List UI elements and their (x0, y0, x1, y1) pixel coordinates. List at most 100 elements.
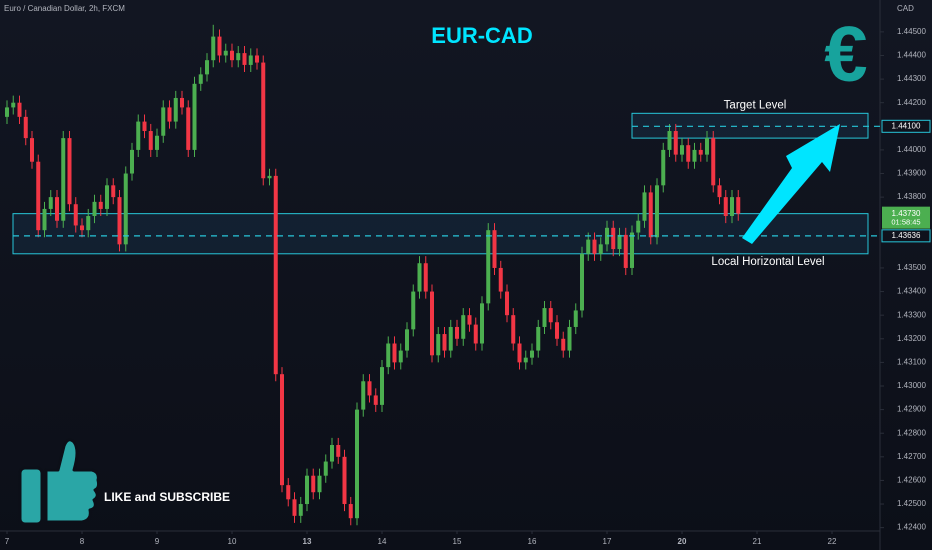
candle-body (542, 308, 547, 327)
candle-body (661, 149, 666, 186)
candle-body (555, 322, 559, 339)
x-tick-label: 14 (378, 537, 387, 546)
candle-body (548, 308, 553, 323)
last-price-box (882, 206, 930, 229)
candle-body (205, 60, 209, 75)
currency-label: CAD (897, 4, 914, 13)
level-price-box (881, 119, 931, 133)
candle-body (67, 138, 72, 205)
candle-body (111, 185, 116, 198)
candle-body (423, 263, 428, 292)
zone-label: Local Horizontal Level (711, 256, 824, 268)
cta-text: LIKE and SUBSCRIBE (104, 490, 230, 504)
x-tick-label: 7 (5, 537, 10, 546)
candle-body (280, 374, 284, 486)
candle-body (236, 53, 241, 61)
candle-body (330, 445, 334, 462)
candle-body (261, 62, 266, 179)
zone-label: Target Level (724, 99, 787, 111)
candle-body (17, 102, 22, 117)
candle-body (11, 102, 16, 108)
y-tick-label: 1.42600 (897, 476, 926, 485)
x-tick-label: 10 (228, 537, 237, 546)
candle-body (711, 138, 716, 186)
candle-body (373, 395, 378, 405)
candle-body (723, 197, 728, 217)
candle-body (517, 343, 522, 363)
candle-body (586, 239, 591, 254)
candle-body (361, 381, 366, 410)
symbol-label: Euro / Canadian Dollar, 2h, FXCM (4, 4, 125, 13)
y-tick-label: 1.43000 (897, 381, 926, 390)
y-tick-label: 1.44400 (897, 51, 926, 60)
y-tick-label: 1.43500 (897, 263, 926, 272)
target-arrow (742, 124, 840, 244)
candle-body (430, 291, 434, 356)
candle-body (105, 185, 109, 209)
candle-body (117, 197, 122, 245)
candle-body (617, 234, 622, 250)
euro-icon: € (824, 10, 867, 98)
candle-body (23, 116, 28, 139)
candle-body (273, 175, 278, 375)
candle-body (317, 475, 322, 493)
overlay: Target Level 1.44100 Local Horizontal Leve… (13, 99, 931, 268)
candle-body (305, 475, 309, 505)
candle-body (567, 326, 572, 351)
candle-body (286, 485, 291, 500)
candle-body (717, 185, 722, 198)
candle-body (48, 197, 53, 209)
candle-body (36, 161, 41, 231)
candle-body (642, 192, 647, 221)
candle-body (30, 138, 34, 162)
y-tick-label: 1.44300 (897, 74, 926, 83)
candle-body (480, 303, 484, 344)
candle-body (473, 324, 478, 344)
candle-body (180, 97, 184, 108)
thumbs-up-icon (18, 438, 101, 526)
candle-body (342, 456, 347, 505)
x-tick-label: 13 (303, 537, 312, 546)
y-tick-label: 1.43200 (897, 334, 926, 343)
candle-body (73, 204, 78, 226)
candle-body (292, 499, 297, 516)
level-price-box (881, 229, 931, 243)
candle-body (573, 310, 578, 327)
x-tick-label: 22 (828, 537, 837, 546)
x-tick-label: 8 (80, 537, 85, 546)
candle-body (155, 135, 159, 150)
candle-body (80, 225, 84, 231)
candle-body (355, 409, 359, 519)
candle-body (698, 149, 703, 155)
candle-body (680, 145, 684, 155)
candle-body (448, 326, 453, 351)
candle-body (61, 138, 66, 221)
level-price-label: 1.44100 (892, 121, 921, 130)
candle-body (123, 173, 128, 245)
candle-body (323, 461, 328, 476)
candle-body (192, 83, 197, 150)
candle-body (223, 50, 228, 56)
candle-body (598, 244, 603, 254)
candle-body (686, 145, 691, 162)
candle-body (673, 131, 678, 155)
candle-body (198, 74, 203, 84)
candle-body (298, 504, 303, 516)
y-tick-label: 1.43400 (897, 287, 926, 296)
zone-box (12, 213, 869, 255)
candle-body (55, 197, 59, 221)
last-price-label: 1.43730 (892, 209, 921, 218)
candle-body (211, 36, 216, 61)
candle-body (511, 315, 516, 344)
y-tick-label: 1.42700 (897, 452, 926, 461)
candle-body (311, 475, 316, 493)
candle-body (580, 253, 584, 311)
candle-body (86, 216, 91, 231)
candle-body (267, 175, 272, 179)
candle-body (492, 230, 497, 268)
candle-body (523, 357, 528, 363)
candle-body (411, 291, 416, 330)
candle-body (667, 131, 672, 150)
level-price-label: 1.43636 (892, 231, 921, 240)
